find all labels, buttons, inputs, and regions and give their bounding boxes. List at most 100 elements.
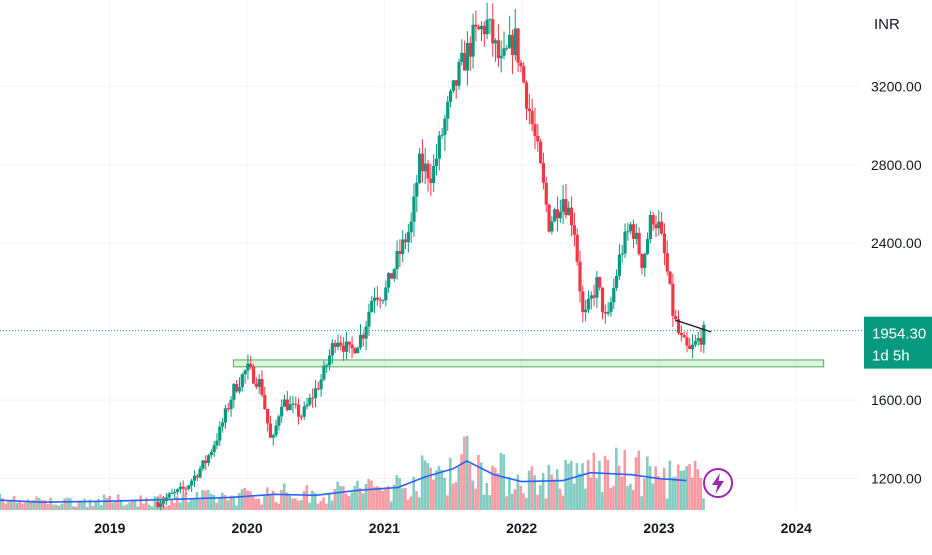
volume-bar	[15, 502, 19, 510]
volume-bar	[502, 454, 506, 510]
volume-bar	[266, 487, 269, 510]
candle-body	[688, 345, 692, 350]
volume-bar	[513, 489, 517, 510]
candle-body	[288, 404, 292, 411]
volume-bar	[401, 488, 404, 510]
volume-bar	[491, 465, 494, 510]
price-axis[interactable]: 1200.00 1600.00 2400.00 2800.00 3200.00	[871, 78, 922, 486]
volume-bar	[83, 498, 86, 510]
candle-body	[477, 26, 481, 30]
volume-bar	[235, 505, 238, 510]
candle-body	[358, 334, 363, 348]
candle-body	[702, 324, 706, 345]
support-zone[interactable]	[232, 359, 825, 368]
volume-bar	[142, 503, 145, 510]
candle-body	[623, 231, 627, 254]
candle-body	[395, 251, 399, 270]
trendline-line[interactable]	[675, 319, 712, 333]
volume-bar	[190, 499, 193, 510]
candle-body	[263, 394, 267, 409]
volume-bar	[569, 460, 573, 510]
volume-bar	[378, 487, 382, 510]
volume-bar	[516, 474, 520, 510]
candle-body	[347, 341, 351, 345]
candle-body	[344, 341, 349, 352]
candle-body	[606, 311, 610, 314]
volume-bar	[463, 436, 466, 510]
candle-body	[460, 52, 464, 63]
volume-bar	[662, 467, 666, 510]
volume-bar	[32, 499, 36, 510]
volume-bar	[46, 504, 50, 510]
candle-body	[699, 338, 703, 345]
candle-body	[192, 475, 197, 481]
volume-bar	[364, 484, 368, 510]
volume-bar	[105, 498, 109, 510]
candle-body	[595, 277, 599, 298]
candle-body	[342, 345, 346, 352]
volume-ma-line	[0, 460, 687, 504]
time-axis[interactable]: 2019 2020 2021 2022 2023 2024	[94, 520, 812, 536]
candle-body	[198, 468, 202, 478]
candle-body	[539, 141, 543, 164]
currency-label: INR	[874, 16, 900, 33]
candle-body	[671, 283, 675, 317]
candle-body	[643, 253, 647, 268]
volume-bar	[612, 485, 615, 510]
candle-body	[651, 215, 655, 225]
volume-bar	[198, 499, 202, 510]
candle-body	[294, 403, 298, 405]
volume-bar	[437, 466, 441, 510]
volume-bar	[52, 504, 55, 510]
volume-bar	[468, 464, 472, 510]
trendline[interactable]	[675, 319, 712, 333]
candle-body	[674, 316, 678, 320]
candle-body	[451, 80, 455, 91]
volume-bar	[381, 490, 385, 510]
lightning-button[interactable]	[703, 468, 733, 498]
volume-bar	[74, 506, 78, 510]
candle-body	[443, 118, 447, 135]
candle-body	[609, 302, 613, 312]
volume-bar	[403, 487, 407, 510]
candle-body	[356, 347, 360, 354]
candle-body	[322, 365, 326, 380]
volume-bar	[24, 502, 27, 510]
candle-body	[519, 62, 523, 67]
candles	[156, 2, 706, 511]
candle-body	[311, 397, 315, 399]
candle-body	[429, 178, 433, 184]
volume-bar	[637, 450, 641, 510]
volume-bar	[271, 490, 275, 510]
candle-body	[488, 19, 492, 21]
candle-body	[212, 445, 216, 452]
volume-bar	[38, 497, 41, 510]
volume-bar	[372, 487, 376, 510]
volume-bar	[294, 498, 297, 510]
volume-bar	[54, 504, 58, 510]
candle-body	[316, 388, 320, 390]
candle-body	[620, 253, 624, 255]
volume-bar	[429, 467, 432, 510]
candle-body	[631, 224, 636, 240]
volume-bar	[139, 495, 143, 510]
volume-bar	[572, 483, 576, 510]
candle-body	[482, 25, 486, 35]
candle-body	[229, 399, 233, 410]
candle-body	[567, 207, 571, 216]
volume-bar	[567, 463, 570, 510]
volume-bar	[392, 484, 396, 510]
volume-bar	[494, 467, 497, 510]
candle-body	[305, 404, 309, 407]
volume-bar	[423, 460, 427, 510]
candle-body	[493, 40, 498, 44]
last-price-tag-bg	[864, 316, 932, 369]
volume-bar	[204, 490, 207, 510]
support-zone-rect[interactable]	[232, 359, 825, 368]
volume-bar	[598, 460, 601, 510]
candle-body	[446, 101, 450, 119]
candle-body	[260, 378, 264, 395]
candle-body	[448, 90, 453, 102]
